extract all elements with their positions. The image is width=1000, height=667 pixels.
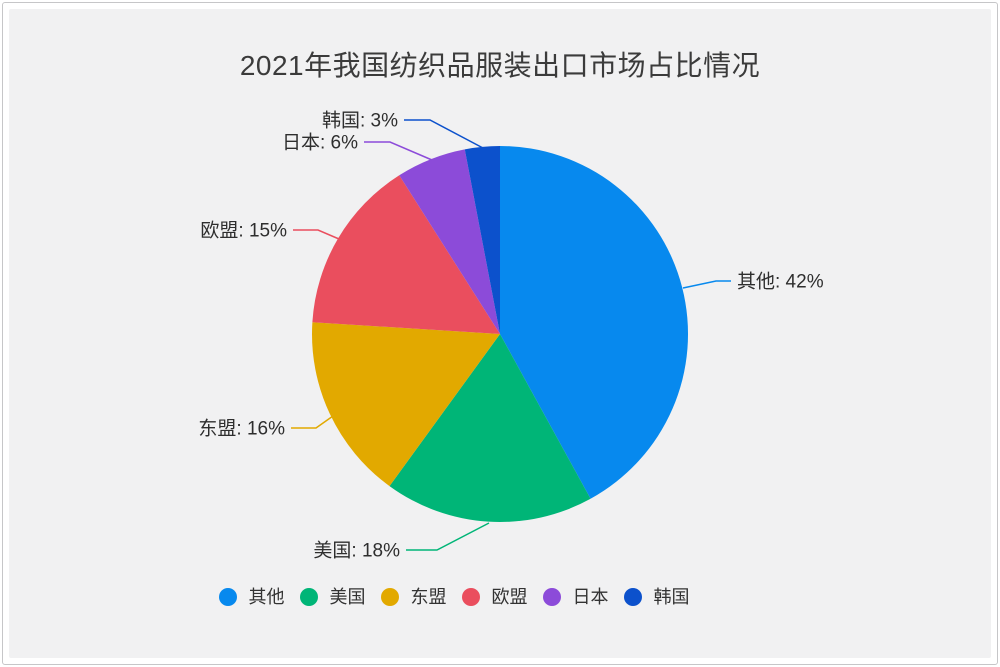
legend-label-usa: 美国 [329,587,366,607]
legend-label-korea: 韩国 [653,587,690,607]
legend-item-asean[interactable]: 东盟 [380,585,447,609]
legend-dot-eu [461,588,480,606]
legend-label-asean: 东盟 [410,587,447,607]
slice-label-japan: 日本: 6% [282,132,358,154]
legend-item-korea[interactable]: 韩国 [623,585,690,609]
label-leader-line-eu [293,229,340,240]
label-leader-line-korea [404,119,484,149]
pie-slice-other[interactable] [500,146,689,499]
pie-slice-usa[interactable] [389,334,591,523]
label-leader-line-japan [364,141,433,161]
label-leader-line-asean [291,415,334,429]
legend-item-usa[interactable]: 美国 [299,585,366,609]
label-leader-line-other [682,280,731,289]
chart-title: 2021年我国纺织品服装出口市场占比情况 [239,50,761,81]
slice-label-usa: 美国: 18% [313,540,400,562]
label-leader-line-usa [406,522,490,551]
pie-slice-japan[interactable] [399,149,500,334]
legend-dot-usa [299,588,318,606]
legend-dot-japan [542,588,561,606]
slice-label-korea: 韩国: 3% [322,110,398,132]
pie-slice-asean[interactable] [311,322,500,487]
legend-dot-asean [380,588,399,606]
legend-dot-other [218,588,237,606]
slice-label-other: 其他: 42% [737,271,824,293]
slice-label-asean: 东盟: 16% [198,418,285,440]
slice-label-eu: 欧盟: 15% [200,220,287,242]
legend-label-eu: 欧盟 [491,587,528,607]
pie-slice-korea[interactable] [464,146,500,334]
legend-item-japan[interactable]: 日本 [542,585,609,609]
legend-dot-korea [623,588,642,606]
legend-item-other[interactable]: 其他 [218,585,285,609]
chart-legend: 其他 美国 东盟 欧盟 日本 韩国 [0,585,954,609]
pie-slice-eu[interactable] [312,175,500,334]
legend-label-japan: 日本 [572,587,609,607]
legend-item-eu[interactable]: 欧盟 [461,585,528,609]
legend-label-other: 其他 [248,587,285,607]
